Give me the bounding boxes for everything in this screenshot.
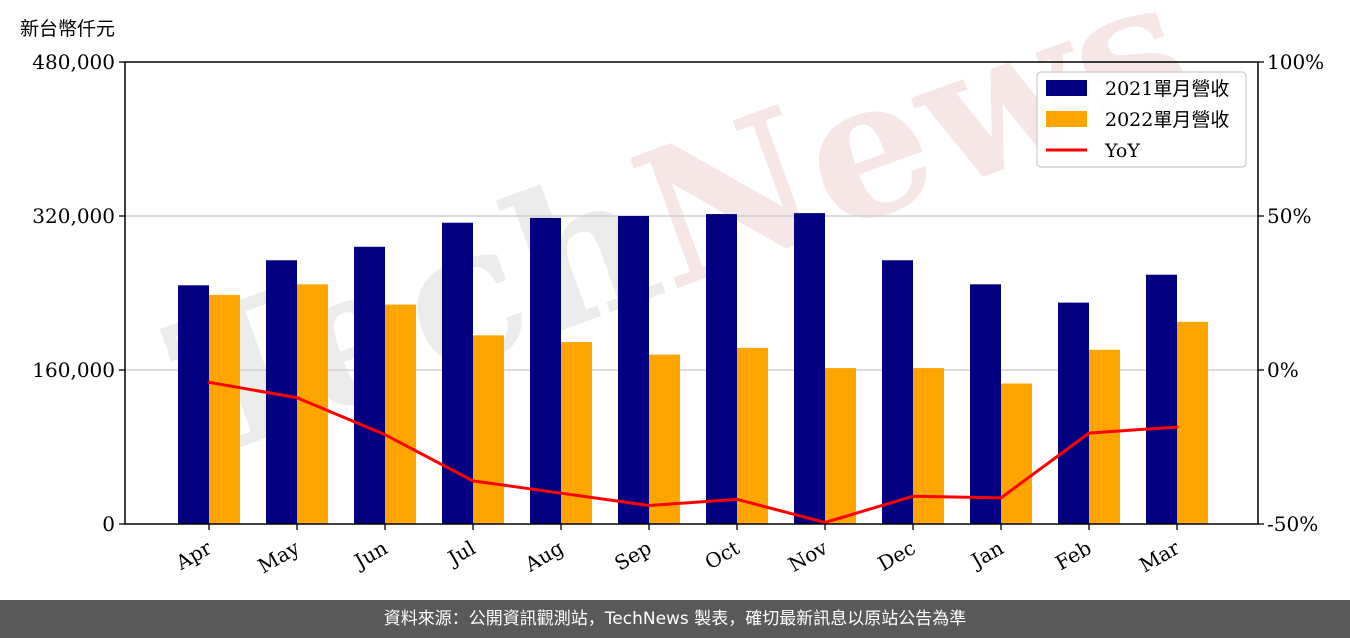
- legend-item-2022-label: 2022單月營收: [1105, 109, 1229, 131]
- yoy-line: [208, 380, 1178, 525]
- yoy-point: [207, 380, 211, 384]
- y-axis-unit-label: 新台幣仟元: [20, 18, 116, 40]
- yoy-point: [559, 491, 563, 495]
- y-right-tick-label: -50%: [1267, 512, 1318, 536]
- bar-2022: [1089, 349, 1120, 524]
- plot-frame: [124, 61, 1259, 525]
- bar-2022: [385, 304, 416, 524]
- bar-2022: [1001, 383, 1032, 524]
- chart-area: TechNews0160,000320,000480,000-50%0%50%1…: [32, 0, 1324, 578]
- x-tick-label: Aug: [520, 535, 568, 576]
- legend-item-2022-swatch: [1046, 111, 1087, 127]
- y-left-tick-label: 0: [102, 512, 115, 536]
- x-tick-label: Oct: [701, 536, 744, 575]
- yoy-point: [999, 496, 1003, 500]
- bar-2022: [825, 368, 856, 524]
- y-right-tick-label: 100%: [1267, 50, 1324, 74]
- bar-2022: [649, 354, 680, 524]
- bar-2021: [970, 284, 1001, 524]
- y-left-tick-label: 160,000: [32, 358, 115, 382]
- revenue-chart: TechNews0160,000320,000480,000-50%0%50%1…: [32, 0, 1324, 578]
- bar-2021: [794, 213, 825, 525]
- x-tick-label: Apr: [171, 535, 216, 575]
- bar-2022: [1177, 321, 1208, 524]
- x-tick-label: Jun: [349, 535, 392, 574]
- legend-item-2021-label: 2021單月營收: [1105, 78, 1229, 100]
- x-tick-label: Sep: [610, 536, 655, 576]
- x-tick-label: Nov: [784, 535, 832, 577]
- bar-2022: [209, 294, 240, 524]
- y-left-tick-label: 480,000: [32, 50, 115, 74]
- yoy-point: [647, 504, 651, 508]
- x-tick-label: Feb: [1051, 536, 1095, 575]
- y-left-tick-label: 320,000: [32, 204, 115, 228]
- yoy-point: [1087, 431, 1091, 435]
- bar-2021: [706, 214, 737, 524]
- bar-2022: [473, 335, 504, 524]
- x-tick-label: Mar: [1135, 535, 1184, 577]
- source-footer: 資料來源：公開資訊觀測站，TechNews 製表，確切最新訊息以原站公告為準: [0, 600, 1350, 638]
- bar-2021: [882, 260, 913, 524]
- bar-2021: [178, 285, 209, 524]
- bar-2021: [618, 216, 649, 524]
- bar-2022: [737, 347, 768, 524]
- yoy-point: [295, 396, 299, 400]
- yoy-point: [471, 479, 475, 483]
- x-tick-label: Jan: [965, 535, 1007, 573]
- legend-item-yoy-label: YoY: [1104, 140, 1140, 162]
- yoy-point: [735, 497, 739, 501]
- x-tick-label: Dec: [874, 536, 920, 576]
- legend-box: [1036, 71, 1247, 168]
- yoy-point: [383, 433, 387, 437]
- yoy-point: [823, 520, 827, 524]
- bar-2021: [530, 217, 561, 525]
- legend-item-2021-swatch: [1046, 80, 1087, 96]
- bar-2021: [1058, 302, 1089, 524]
- bar-2021: [1146, 274, 1177, 524]
- bar-2021: [354, 246, 385, 525]
- x-tick-label: May: [254, 535, 304, 578]
- bar-2022: [913, 368, 944, 524]
- y-right-tick-label: 50%: [1267, 204, 1311, 228]
- y-right-tick-label: 0%: [1267, 358, 1299, 382]
- legend: 2021單月營收 2022單月營收 YoY: [1036, 71, 1247, 168]
- yoy-point: [911, 494, 915, 498]
- yoy-point: [1175, 425, 1179, 429]
- x-tick-label: Jul: [442, 536, 479, 571]
